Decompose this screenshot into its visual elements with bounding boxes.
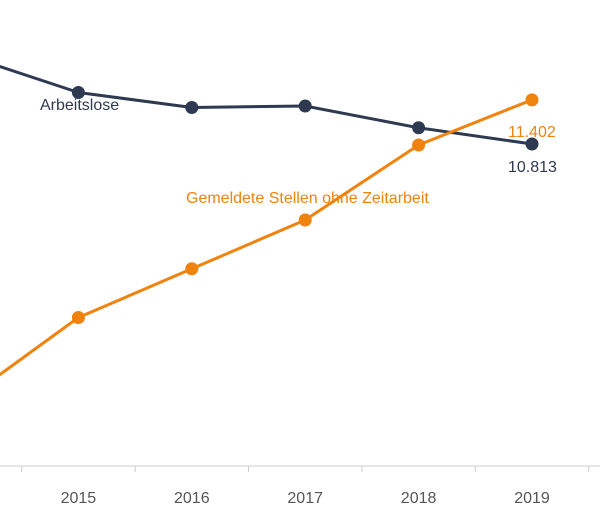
series-line-arbeitslose (0, 64, 533, 146)
data-point-stellen-2017 (298, 213, 312, 227)
x-tick-label-2018: 2018 (401, 490, 437, 507)
data-point-stellen-2018 (412, 138, 426, 152)
series-label-arbeitslose: Arbeitslose (40, 97, 119, 114)
data-point-stellen-2015 (71, 311, 85, 324)
data-point-arbeitslose-2018 (412, 121, 426, 135)
x-axis: 2015 2016 2017 2018 2019 (0, 465, 600, 507)
data-point-arbeitslose-2016 (185, 101, 199, 114)
label-layer: Arbeitslose Gemeldete Stellen ohne Zeitar… (40, 97, 557, 207)
end-value-arbeitslose: 10.813 (508, 159, 557, 176)
data-point-stellen-2016 (185, 262, 199, 276)
data-point-stellen-2019 (525, 93, 539, 107)
data-point-arbeitslose-2019 (525, 137, 539, 151)
series-line-stellen (0, 98, 533, 377)
x-tick-label-2019: 2019 (514, 490, 550, 507)
x-tick-label-2016: 2016 (174, 490, 210, 507)
x-tick-label-2015: 2015 (61, 490, 97, 507)
series-label-stellen: Gemeldete Stellen ohne Zeitarbeit (186, 190, 429, 207)
data-point-arbeitslose-2015 (71, 86, 85, 99)
data-point-arbeitslose-2017 (298, 99, 312, 113)
end-value-stellen: 11.402 (508, 124, 556, 141)
x-tick-label-2017: 2017 (287, 490, 323, 507)
series-layer (0, 64, 539, 377)
